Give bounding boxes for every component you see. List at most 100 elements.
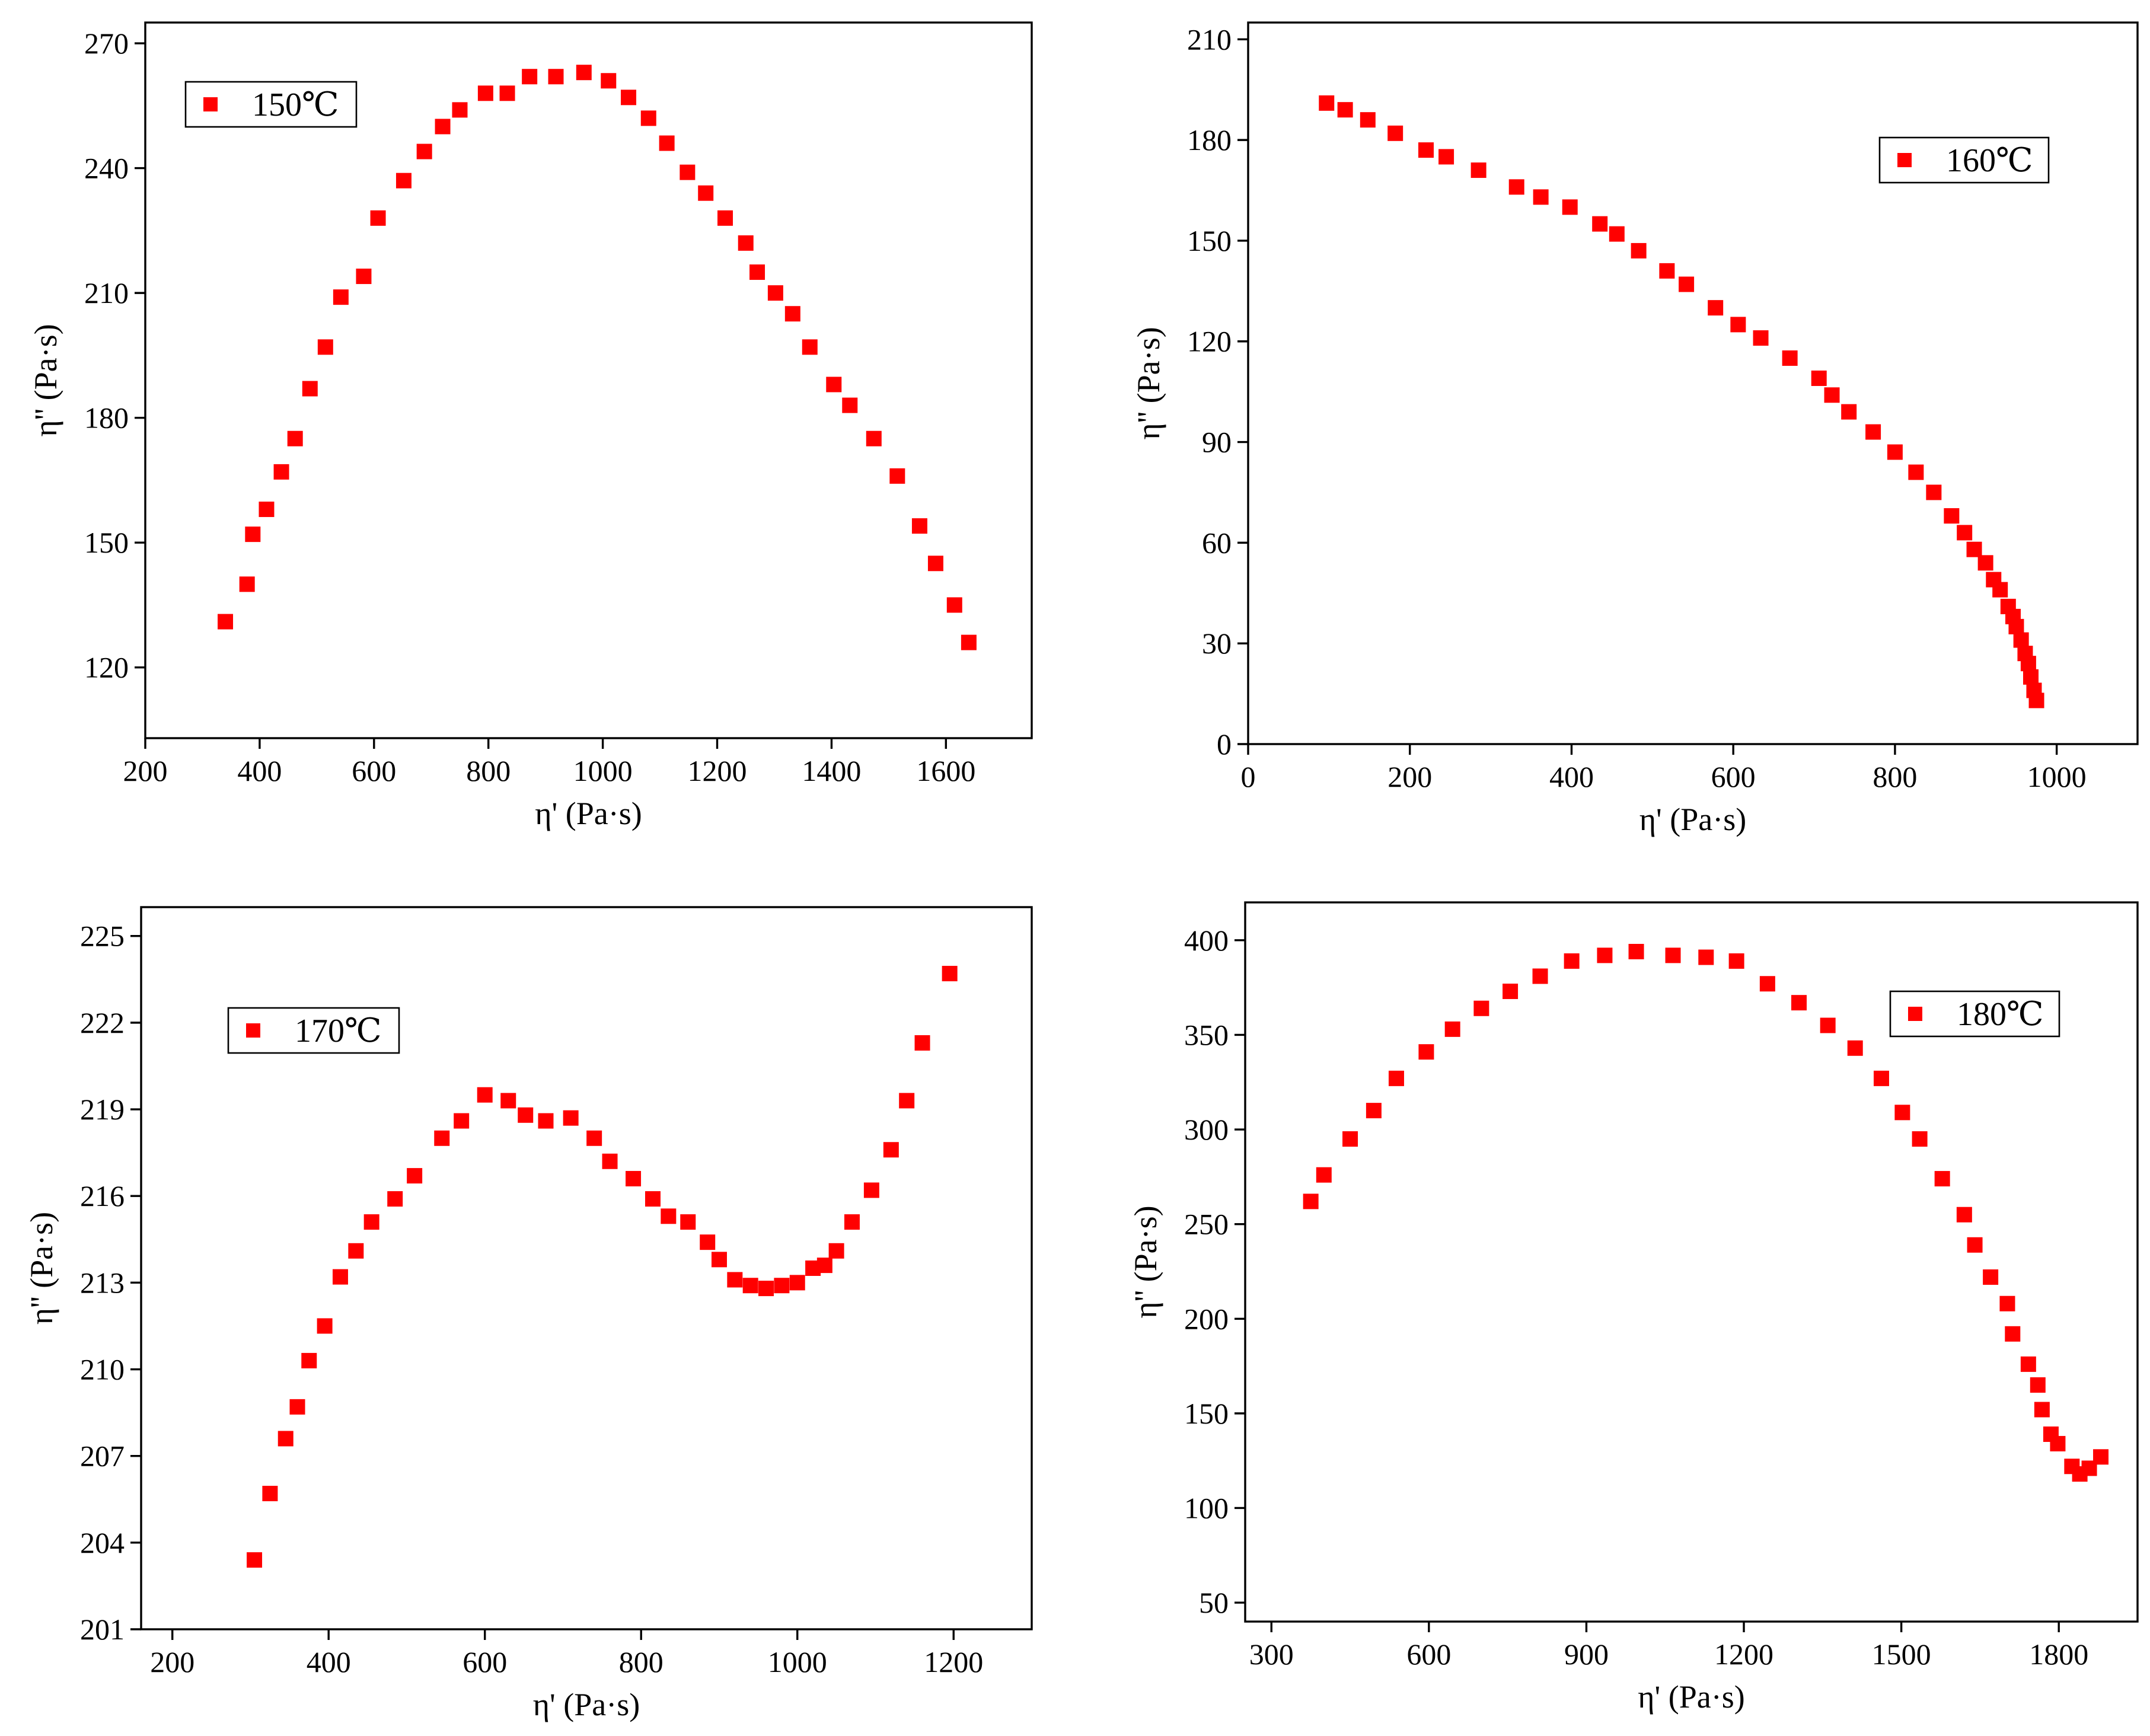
data-point (661, 1208, 677, 1224)
plot-frame (140, 906, 1033, 1630)
data-point (1665, 947, 1681, 963)
data-point (1957, 525, 1973, 541)
data-point (2020, 1356, 2036, 1372)
data-point (302, 381, 318, 397)
y-tick-label: 150 (1187, 224, 1232, 257)
data-point (866, 430, 882, 446)
data-point (1824, 387, 1840, 403)
data-point (914, 1035, 930, 1051)
y-axis-title: η'' (Pa·s) (28, 324, 63, 436)
data-point (1316, 1167, 1332, 1183)
data-point (548, 69, 564, 85)
data-point (1508, 179, 1524, 195)
data-point (700, 1234, 716, 1250)
data-point (863, 1182, 879, 1198)
data-point (899, 1093, 915, 1109)
data-point (961, 634, 977, 650)
y-tick-label: 213 (80, 1266, 125, 1299)
y-tick-label: 30 (1202, 627, 1232, 660)
y-tick-label: 90 (1202, 426, 1232, 459)
data-point (1865, 424, 1881, 440)
data-point (1983, 1269, 1999, 1285)
y-tick-label: 216 (80, 1179, 125, 1212)
chart-panel-160: 0 200 400 600 800 1000 0 30 60 90 120 150 180 210 η' (… (1131, 21, 2139, 837)
x-axis-title: η' (Pa·s) (533, 1687, 640, 1722)
x-tick-label: 800 (619, 1645, 663, 1678)
x-tick-label: 1400 (802, 754, 861, 787)
data-point (927, 556, 943, 572)
y-tick-label: 100 (1184, 1491, 1229, 1524)
data-point (2020, 656, 2036, 672)
y-tick-label: 350 (1184, 1018, 1229, 1051)
data-point (1759, 976, 1775, 992)
data-point (1908, 464, 1924, 480)
data-point (883, 1142, 899, 1158)
data-point (1944, 508, 1960, 524)
legend-marker (203, 97, 218, 111)
x-tick-label: 400 (237, 754, 282, 787)
data-point (1597, 947, 1613, 963)
y-tick-label: 210 (84, 276, 129, 309)
data-point (774, 1278, 790, 1294)
data-point (1360, 112, 1376, 128)
data-point (946, 597, 962, 613)
data-point (1912, 1131, 1928, 1147)
data-point (758, 1281, 774, 1297)
legend-marker (1897, 153, 1912, 167)
data-point (1926, 484, 1942, 500)
y-axis-title: η'' (Pa·s) (1128, 1205, 1163, 1318)
data-point (1887, 444, 1903, 460)
data-point (387, 1191, 403, 1207)
data-point (640, 110, 656, 126)
y-tick-label: 180 (1187, 123, 1232, 157)
x-axis-title: η' (Pa·s) (535, 796, 642, 831)
x-tick-label: 1200 (1714, 1638, 1773, 1671)
data-point (333, 289, 349, 305)
data-point (828, 1243, 844, 1259)
data-point (538, 1113, 554, 1129)
x-tick-label: 900 (1564, 1638, 1609, 1671)
x-tick-label: 200 (150, 1645, 194, 1678)
data-point (1966, 541, 1982, 557)
data-point (1564, 953, 1580, 969)
data-point (287, 430, 303, 446)
data-point (1791, 995, 1807, 1011)
data-point (247, 1552, 263, 1568)
data-point (1999, 1295, 2015, 1311)
y-tick-label: 0 (1217, 727, 1232, 761)
x-tick-label: 600 (352, 754, 396, 787)
data-point (2030, 1377, 2046, 1393)
data-point (317, 1318, 333, 1334)
data-point (1847, 1040, 1863, 1056)
data-point (1967, 1237, 1983, 1253)
data-point (356, 269, 372, 285)
data-point (844, 1214, 860, 1230)
y-tick-label: 120 (84, 651, 129, 684)
y-tick-label: 60 (1202, 526, 1232, 559)
data-point (711, 1252, 727, 1268)
chart-panel-150: 200 400 600 800 1000 1200 1400 1600 120 150 180 210… (28, 21, 1033, 831)
data-point (2008, 618, 2024, 634)
data-point (1820, 1017, 1836, 1033)
data-point (1811, 371, 1827, 387)
data-point (680, 164, 696, 180)
data-point (1609, 226, 1625, 242)
data-point (407, 1168, 423, 1184)
y-axis-title: η'' (Pa·s) (24, 1212, 59, 1325)
data-point (717, 210, 733, 226)
y-tick-label: 222 (80, 1006, 125, 1039)
data-point (1533, 189, 1549, 205)
data-point (301, 1352, 317, 1368)
data-point (738, 235, 754, 251)
y-tick-label: 225 (80, 920, 125, 953)
data-point (1470, 162, 1487, 178)
x-tick-label: 1000 (768, 1645, 827, 1678)
data-point (749, 264, 765, 280)
data-point (499, 85, 515, 101)
y-tick-label: 201 (80, 1613, 125, 1646)
plot-frame (1244, 901, 2139, 1623)
data-point (727, 1272, 743, 1288)
chart-panel-180: 300 600 900 1200 1500 1800 50 100 150 200 250 300 35… (1128, 901, 2139, 1715)
data-point (1438, 149, 1454, 165)
data-point (1873, 1070, 1889, 1086)
